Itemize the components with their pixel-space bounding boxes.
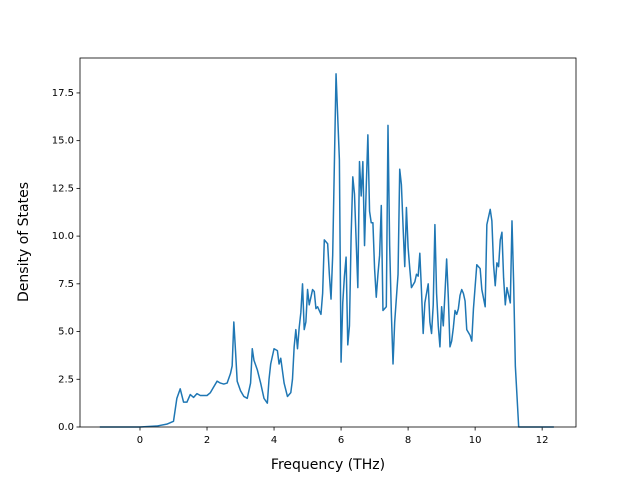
x-axis-label: Frequency (THz) (271, 457, 385, 473)
x-tick-label: 4 (271, 435, 277, 446)
x-tick-label: 0 (137, 435, 143, 446)
x-tick-label: 2 (204, 435, 210, 446)
y-tick-label: 7.5 (58, 279, 74, 290)
y-tick-label: 0.0 (58, 422, 74, 433)
y-tick-label: 15.0 (52, 136, 74, 147)
x-tick-label: 12 (536, 435, 549, 446)
y-tick-label: 17.5 (52, 88, 74, 99)
x-tick-label: 6 (338, 435, 344, 446)
y-axis-label: Density of States (16, 182, 32, 302)
y-tick-label: 5.0 (58, 327, 74, 338)
plot-frame (79, 57, 577, 428)
line (99, 73, 554, 428)
y-tick-label: 2.5 (58, 374, 74, 385)
x-tick-label: 8 (405, 435, 411, 446)
y-tick-label: 12.5 (52, 183, 74, 194)
x-tick-label: 10 (469, 435, 482, 446)
y-tick-label: 10.0 (52, 231, 74, 242)
